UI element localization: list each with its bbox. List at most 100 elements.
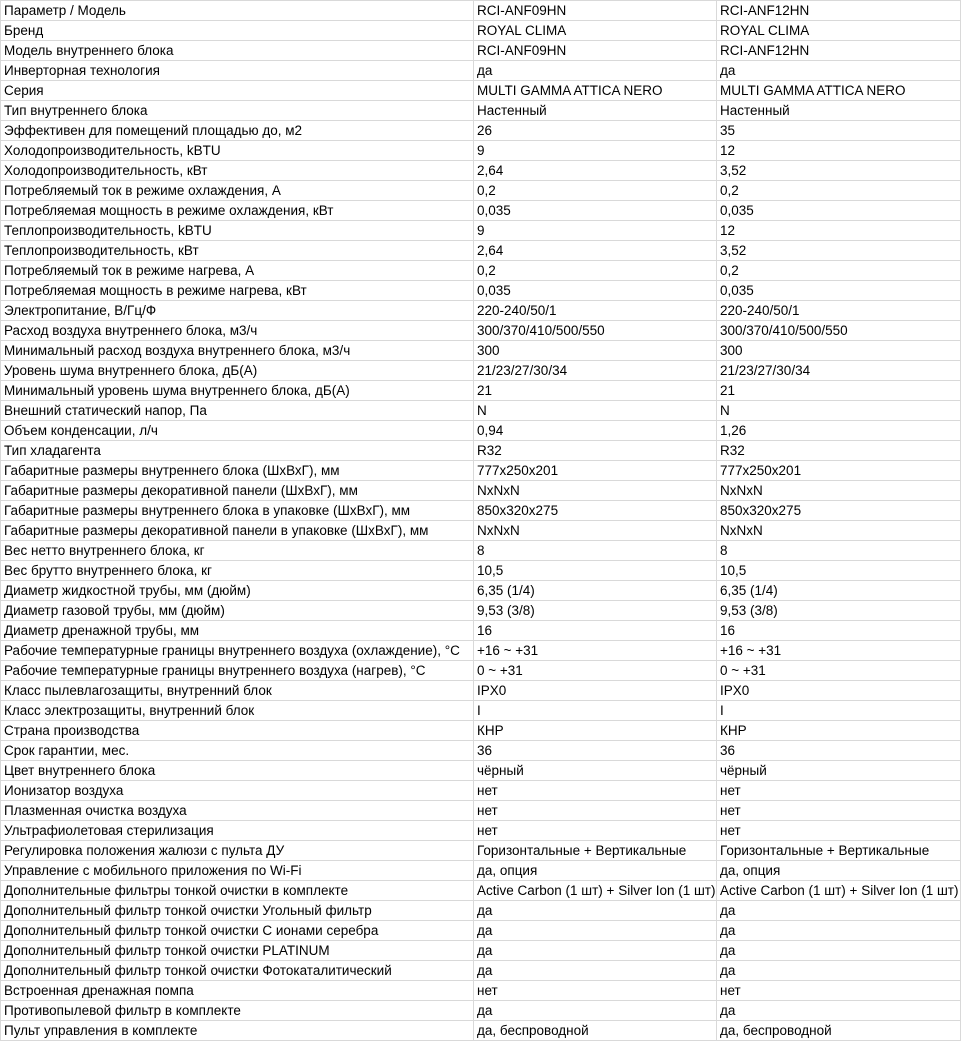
value-cell: 21/23/27/30/34 [716, 360, 961, 381]
value-cell: 0 ~ +31 [716, 660, 961, 681]
value-cell: чёрный [716, 760, 961, 781]
value-cell: 777x250x201 [473, 460, 717, 481]
value-cell: 36 [716, 740, 961, 761]
value-cell: да, беспроводной [473, 1020, 717, 1041]
value-cell: ROYAL CLIMA [473, 20, 717, 41]
value-cell: нет [716, 820, 961, 841]
param-cell: Вес нетто внутреннего блока, кг [0, 540, 474, 561]
param-cell: Вес брутто внутреннего блока, кг [0, 560, 474, 581]
value-cell: 0,2 [473, 180, 717, 201]
param-cell: Дополнительный фильтр тонкой очистки PLA… [0, 940, 474, 961]
value-cell: RCI-ANF12HN [716, 40, 961, 61]
param-cell: Цвет внутреннего блока [0, 760, 474, 781]
value-cell: N [716, 400, 961, 421]
value-cell: Active Carbon (1 шт) + Silver Ion (1 шт) [716, 880, 961, 901]
param-cell: Расход воздуха внутреннего блока, м3/ч [0, 320, 474, 341]
value-cell: 1,26 [716, 420, 961, 441]
value-cell: IPX0 [716, 680, 961, 701]
value-cell: 3,52 [716, 160, 961, 181]
value-cell: 36 [473, 740, 717, 761]
param-cell: Диаметр жидкостной трубы, мм (дюйм) [0, 580, 474, 601]
value-cell: MULTI GAMMA ATTICA NERO [716, 80, 961, 101]
table-row: Диаметр жидкостной трубы, мм (дюйм) 6,35 … [0, 580, 961, 601]
value-cell: да [473, 1000, 717, 1021]
value-cell: 220-240/50/1 [716, 300, 961, 321]
value-cell: 0,035 [716, 280, 961, 301]
table-row: Диаметр газовой трубы, мм (дюйм) 9,53 (3/… [0, 600, 961, 621]
param-cell: Дополнительный фильтр тонкой очистки Уго… [0, 900, 474, 921]
value-cell: 9 [473, 220, 717, 241]
param-cell: Пульт управления в комплекте [0, 1020, 474, 1041]
value-cell: да [716, 920, 961, 941]
table-row: Вес нетто внутреннего блока, кг 8 8 [0, 540, 961, 561]
table-row: Минимальный уровень шума внутреннего бло… [0, 380, 961, 401]
param-cell: Дополнительный фильтр тонкой очистки Фот… [0, 960, 474, 981]
param-cell: Эффективен для помещений площадью до, м2 [0, 120, 474, 141]
value-cell: нет [473, 980, 717, 1001]
value-cell: да [716, 940, 961, 961]
param-cell: Минимальный расход воздуха внутреннего б… [0, 340, 474, 361]
table-row: Потребляемая мощность в режиме охлаждени… [0, 200, 961, 221]
param-cell: Ионизатор воздуха [0, 780, 474, 801]
value-cell: +16 ~ +31 [473, 640, 717, 661]
param-cell: Теплопроизводительность, kBTU [0, 220, 474, 241]
value-cell: 850x320x275 [473, 500, 717, 521]
value-cell: 10,5 [716, 560, 961, 581]
param-cell: Ультрафиолетовая стерилизация [0, 820, 474, 841]
header-model-1: RCI-ANF09HN [473, 0, 717, 21]
table-row: Расход воздуха внутреннего блока, м3/ч 30… [0, 320, 961, 341]
value-cell: ROYAL CLIMA [716, 20, 961, 41]
value-cell: 10,5 [473, 560, 717, 581]
table-row: Габаритные размеры внутреннего блока в у… [0, 500, 961, 521]
value-cell: да, опция [716, 860, 961, 881]
value-cell: 21/23/27/30/34 [473, 360, 717, 381]
param-cell: Тип хладагента [0, 440, 474, 461]
param-cell: Потребляемая мощность в режиме охлаждени… [0, 200, 474, 221]
table-row: Рабочие температурные границы внутреннег… [0, 660, 961, 681]
table-row: Встроенная дренажная помпа нет нет [0, 980, 961, 1001]
value-cell: I [473, 700, 717, 721]
value-cell: NxNxN [473, 520, 717, 541]
param-cell: Минимальный уровень шума внутреннего бло… [0, 380, 474, 401]
param-cell: Габаритные размеры внутреннего блока в у… [0, 500, 474, 521]
table-row: Потребляемая мощность в режиме нагрева, … [0, 280, 961, 301]
value-cell: да, беспроводной [716, 1020, 961, 1041]
table-row: Бренд ROYAL CLIMA ROYAL CLIMA [0, 20, 961, 41]
table-row: Срок гарантии, мес. 36 36 [0, 740, 961, 761]
value-cell: Active Carbon (1 шт) + Silver Ion (1 шт) [473, 880, 717, 901]
table-row: Внешний статический напор, Па N N [0, 400, 961, 421]
value-cell: 35 [716, 120, 961, 141]
param-cell: Класс электрозащиты, внутренний блок [0, 700, 474, 721]
value-cell: КНР [716, 720, 961, 741]
param-cell: Управление с мобильного приложения по Wi… [0, 860, 474, 881]
table-row: Объем конденсации, л/ч 0,94 1,26 [0, 420, 961, 441]
value-cell: Горизонтальные + Вертикальные [473, 840, 717, 861]
table-row: Дополнительный фильтр тонкой очистки PLA… [0, 940, 961, 961]
param-cell: Объем конденсации, л/ч [0, 420, 474, 441]
value-cell: R32 [716, 440, 961, 461]
table-row: Уровень шума внутреннего блока, дБ(А) 21/… [0, 360, 961, 381]
param-cell: Страна производства [0, 720, 474, 741]
param-cell: Рабочие температурные границы внутреннег… [0, 660, 474, 681]
table-row: Габаритные размеры внутреннего блока (Шх… [0, 460, 961, 481]
value-cell: 16 [473, 620, 717, 641]
value-cell: да [473, 920, 717, 941]
value-cell: 0,2 [716, 260, 961, 281]
table-row: Регулировка положения жалюзи с пульта ДУ… [0, 840, 961, 861]
value-cell: 0,035 [473, 200, 717, 221]
value-cell: 21 [716, 380, 961, 401]
value-cell: нет [473, 780, 717, 801]
value-cell: 6,35 (1/4) [716, 580, 961, 601]
value-cell: да, опция [473, 860, 717, 881]
value-cell: 0,94 [473, 420, 717, 441]
table-row: Ультрафиолетовая стерилизация нет нет [0, 820, 961, 841]
value-cell: да [716, 900, 961, 921]
param-cell: Потребляемый ток в режиме охлаждения, А [0, 180, 474, 201]
table-row: Рабочие температурные границы внутреннег… [0, 640, 961, 661]
table-row: Минимальный расход воздуха внутреннего б… [0, 340, 961, 361]
value-cell: N [473, 400, 717, 421]
value-cell: да [473, 900, 717, 921]
table-row: Потребляемый ток в режиме нагрева, А 0,2 0… [0, 260, 961, 281]
